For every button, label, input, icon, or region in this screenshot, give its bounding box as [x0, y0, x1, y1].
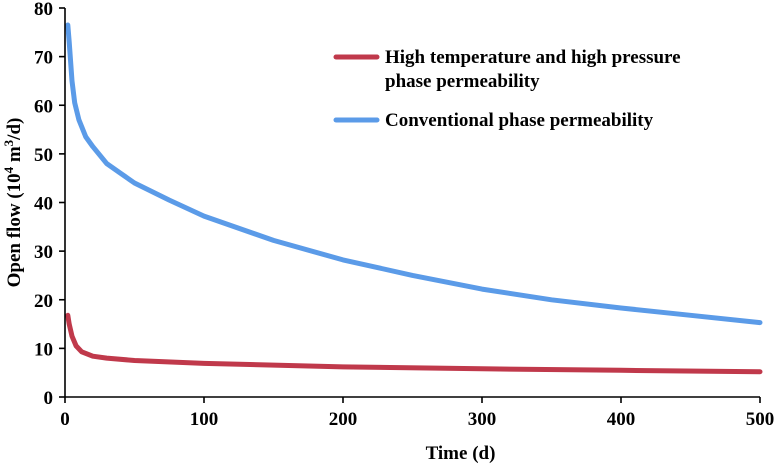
y-tick-label-30: 30: [34, 242, 53, 263]
legend-label-high-temperature-line2: phase permeability: [385, 71, 540, 92]
y-tick-label-20: 20: [34, 291, 53, 312]
series-layer: [65, 22, 763, 375]
legend-label-high-temperature-line1: High temperature and high pressure: [385, 47, 681, 68]
series-line-high-temperature: [65, 312, 763, 375]
y-tick-label-50: 50: [34, 145, 53, 166]
y-axis-title-rest: m: [4, 146, 25, 167]
legend-label-conventional: Conventional phase permeability: [385, 110, 654, 131]
y-axis-title: Open flow (104 m3/d): [1, 118, 25, 288]
y-tick-label-10: 10: [34, 339, 53, 360]
y-tick-label-40: 40: [34, 194, 53, 215]
y-tick-label-80: 80: [34, 0, 53, 20]
y-axis-ticks: 0 10 20 30 40 50 60 70 80: [34, 0, 65, 409]
legend: High temperature and high pressure phase…: [333, 47, 681, 131]
x-tick-label-0: 0: [60, 409, 70, 430]
x-tick-label-200: 200: [329, 409, 358, 430]
y-tick-label-70: 70: [34, 48, 53, 69]
series-line-conventional: [65, 22, 763, 326]
y-axis-title-sup2: 3: [1, 139, 16, 146]
x-axis-title: Time (d): [426, 443, 496, 464]
y-axis-title-sup: 4: [1, 166, 16, 173]
x-tick-label-300: 300: [468, 409, 497, 430]
y-tick-label-60: 60: [34, 96, 53, 117]
y-axis-title-end: /d): [4, 118, 25, 141]
y-tick-label-0: 0: [44, 388, 54, 409]
y-axis-title-main: Open flow (10: [4, 173, 25, 287]
x-tick-label-500: 500: [746, 409, 775, 430]
x-tick-label-400: 400: [607, 409, 636, 430]
x-axis-ticks: 0 100 200 300 400 500: [60, 397, 774, 430]
x-tick-label-100: 100: [190, 409, 219, 430]
